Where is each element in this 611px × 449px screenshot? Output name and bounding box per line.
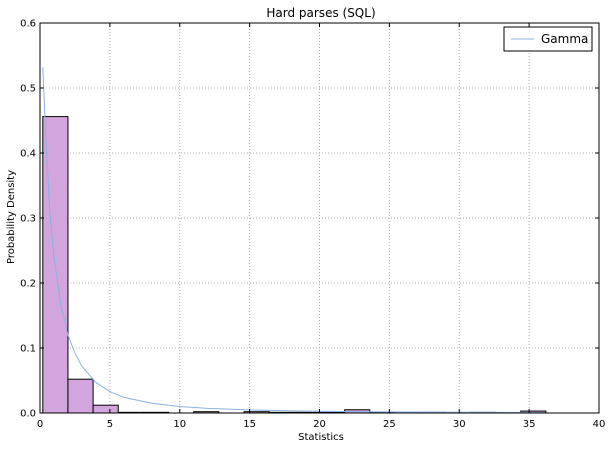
x-axis-title: Statistics [298,432,344,443]
grid-lines [39,22,600,414]
histogram-bar-1 [67,378,94,414]
y-tick-label: 0.0 [20,409,36,420]
y-tick-label: 0.4 [20,149,36,160]
y-tick-label: 0.2 [20,279,36,290]
x-tick-label: 25 [383,419,396,430]
x-tick-label: 20 [313,419,326,430]
histogram-bar-2 [92,404,119,414]
x-tick-label: 0 [37,419,43,430]
gamma-curve-layer [42,67,544,414]
axis-ticks: 0 5 10 15 20 25 30 35 40 0.0 0.1 0.2 0.3 0.4 0.5 0.6 [20,19,605,431]
legend-label-gamma: Gamma [541,32,588,46]
y-tick-label: 0.1 [20,344,36,355]
y-tick-label: 0.5 [20,84,36,95]
x-tick-label: 15 [243,419,256,430]
gamma-curve-line [42,67,544,414]
y-tick-label: 0.6 [20,19,36,30]
y-tick-label: 0.3 [20,214,36,225]
x-tick-label: 35 [523,419,536,430]
x-tick-label: 30 [453,419,466,430]
x-tick-label: 40 [593,419,606,430]
chart-title: Hard parses (SQL) [266,6,375,20]
legend: Gamma [503,26,593,52]
y-axis-title: Probability Density [6,170,17,264]
histogram-bars [42,116,547,414]
x-tick-label: 10 [173,419,186,430]
x-tick-label: 5 [107,419,113,430]
